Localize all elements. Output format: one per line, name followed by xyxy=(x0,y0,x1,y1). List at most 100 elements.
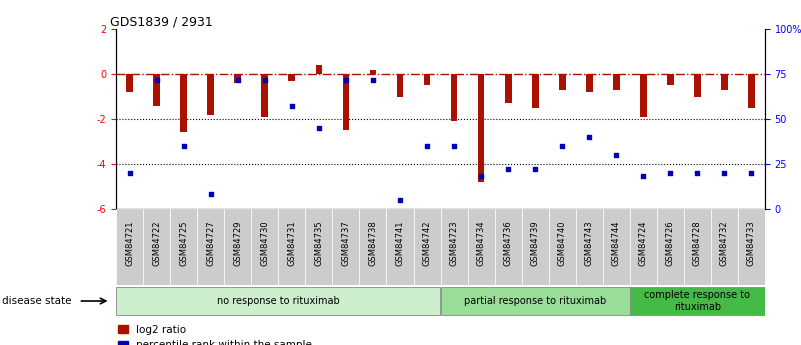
Text: GSM84733: GSM84733 xyxy=(747,220,756,266)
Point xyxy=(340,77,352,82)
Bar xyxy=(694,74,701,97)
FancyBboxPatch shape xyxy=(494,209,521,285)
Point xyxy=(718,170,731,176)
Point xyxy=(285,104,298,109)
Text: GSM84734: GSM84734 xyxy=(477,220,485,266)
Text: GSM84735: GSM84735 xyxy=(315,220,324,266)
Point xyxy=(231,77,244,82)
FancyBboxPatch shape xyxy=(738,209,765,285)
Point xyxy=(691,170,704,176)
Bar xyxy=(748,74,755,108)
FancyBboxPatch shape xyxy=(684,209,711,285)
Bar xyxy=(235,74,241,83)
Text: GSM84740: GSM84740 xyxy=(557,220,566,266)
FancyBboxPatch shape xyxy=(521,209,549,285)
Bar xyxy=(316,65,322,74)
Bar xyxy=(396,74,404,97)
FancyBboxPatch shape xyxy=(386,209,413,285)
Text: GSM84721: GSM84721 xyxy=(125,220,134,266)
FancyBboxPatch shape xyxy=(576,209,602,285)
Text: disease state: disease state xyxy=(2,296,71,306)
Point xyxy=(475,174,488,179)
Bar xyxy=(613,74,620,90)
Point xyxy=(637,174,650,179)
Text: GSM84723: GSM84723 xyxy=(449,220,458,266)
FancyBboxPatch shape xyxy=(630,209,657,285)
Point xyxy=(529,167,541,172)
Bar xyxy=(207,74,214,115)
Text: GSM84728: GSM84728 xyxy=(693,220,702,266)
Text: partial response to rituximab: partial response to rituximab xyxy=(464,296,606,306)
FancyBboxPatch shape xyxy=(549,209,576,285)
FancyBboxPatch shape xyxy=(441,287,630,315)
FancyBboxPatch shape xyxy=(197,209,224,285)
Text: complete response to
rituximab: complete response to rituximab xyxy=(644,290,751,312)
Bar xyxy=(153,74,160,106)
Text: GSM84730: GSM84730 xyxy=(260,220,269,266)
Bar xyxy=(261,74,268,117)
Point xyxy=(312,125,325,131)
Point xyxy=(745,170,758,176)
Point xyxy=(448,143,461,149)
Point xyxy=(664,170,677,176)
Text: GSM84722: GSM84722 xyxy=(152,220,161,266)
FancyBboxPatch shape xyxy=(252,209,279,285)
Text: GSM84742: GSM84742 xyxy=(423,220,432,266)
Bar xyxy=(667,74,674,85)
Point xyxy=(421,143,433,149)
Bar xyxy=(586,74,593,92)
Point xyxy=(123,170,136,176)
Point xyxy=(204,191,217,197)
FancyBboxPatch shape xyxy=(468,209,494,285)
Text: GSM84732: GSM84732 xyxy=(720,220,729,266)
FancyBboxPatch shape xyxy=(224,209,252,285)
Bar xyxy=(559,74,566,90)
Bar xyxy=(424,74,430,85)
Point xyxy=(393,197,406,203)
Bar xyxy=(180,74,187,132)
Text: GSM84725: GSM84725 xyxy=(179,220,188,266)
Bar xyxy=(721,74,728,90)
Point xyxy=(610,152,622,158)
Bar xyxy=(369,70,376,74)
Point xyxy=(259,77,272,82)
Text: GSM84741: GSM84741 xyxy=(396,220,405,266)
FancyBboxPatch shape xyxy=(711,209,738,285)
FancyBboxPatch shape xyxy=(332,209,360,285)
FancyBboxPatch shape xyxy=(279,209,305,285)
Text: GSM84729: GSM84729 xyxy=(233,220,242,266)
FancyBboxPatch shape xyxy=(116,209,143,285)
Bar xyxy=(640,74,646,117)
Text: GSM84727: GSM84727 xyxy=(207,220,215,266)
FancyBboxPatch shape xyxy=(305,209,332,285)
FancyBboxPatch shape xyxy=(413,209,441,285)
Bar xyxy=(343,74,349,130)
Text: GSM84744: GSM84744 xyxy=(612,220,621,266)
Text: GSM84726: GSM84726 xyxy=(666,220,674,266)
Text: GSM84738: GSM84738 xyxy=(368,220,377,266)
Text: GSM84737: GSM84737 xyxy=(341,220,350,266)
Bar xyxy=(127,74,133,92)
Text: GSM84736: GSM84736 xyxy=(504,220,513,266)
FancyBboxPatch shape xyxy=(441,209,468,285)
Point xyxy=(151,77,163,82)
FancyBboxPatch shape xyxy=(171,209,197,285)
Point xyxy=(501,167,514,172)
FancyBboxPatch shape xyxy=(116,287,441,315)
Legend: log2 ratio, percentile rank within the sample: log2 ratio, percentile rank within the s… xyxy=(114,321,316,345)
FancyBboxPatch shape xyxy=(360,209,386,285)
Bar xyxy=(451,74,457,121)
Bar xyxy=(288,74,296,81)
FancyBboxPatch shape xyxy=(630,287,765,315)
Bar xyxy=(477,74,485,182)
FancyBboxPatch shape xyxy=(602,209,630,285)
Bar xyxy=(532,74,538,108)
Text: GSM84724: GSM84724 xyxy=(639,220,648,266)
Text: GSM84731: GSM84731 xyxy=(288,220,296,266)
Bar xyxy=(505,74,512,103)
Point xyxy=(556,143,569,149)
Text: GSM84739: GSM84739 xyxy=(531,220,540,266)
Text: GSM84743: GSM84743 xyxy=(585,220,594,266)
Point xyxy=(177,143,190,149)
FancyBboxPatch shape xyxy=(657,209,684,285)
